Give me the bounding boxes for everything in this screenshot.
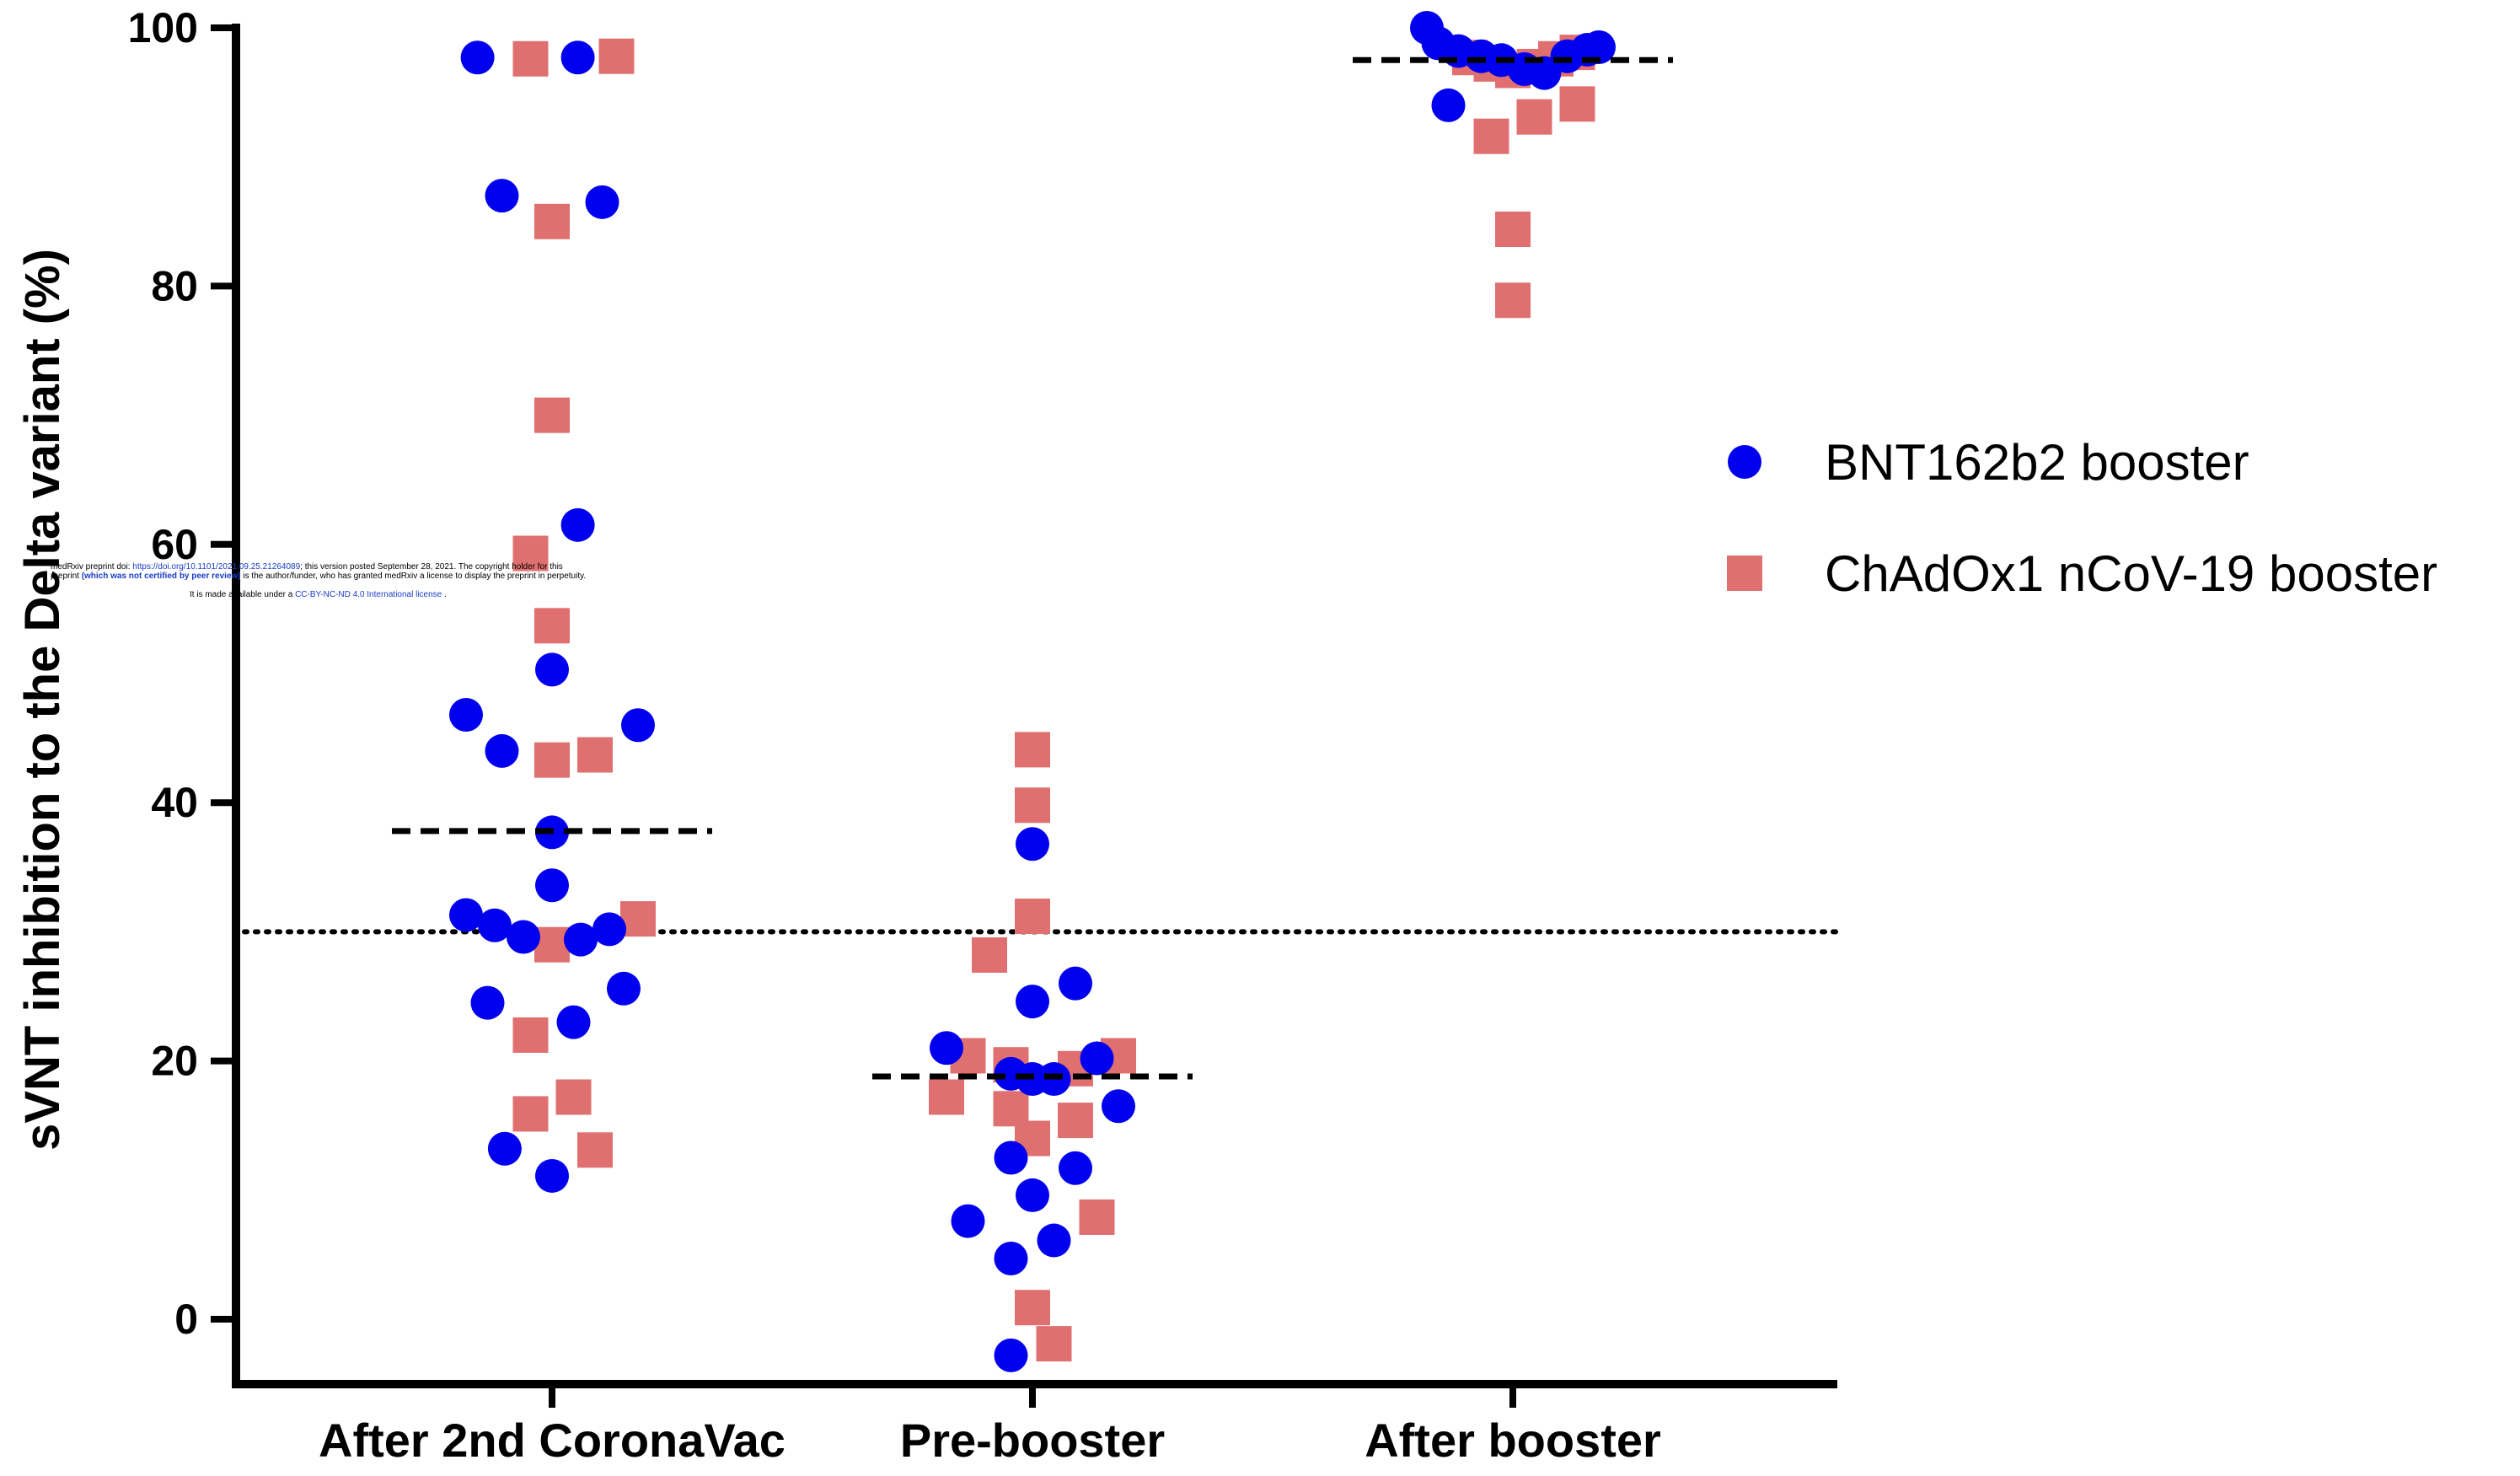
bnt162b2-point bbox=[994, 1338, 1028, 1372]
bnt162b2-point bbox=[564, 922, 598, 957]
bnt162b2-point bbox=[535, 868, 569, 903]
chadox1-point bbox=[1516, 99, 1552, 135]
y-tick-label: 0 bbox=[174, 1296, 198, 1343]
chadox1-point bbox=[1015, 1290, 1050, 1326]
bnt162b2-point bbox=[485, 733, 519, 768]
bnt162b2-point bbox=[994, 1241, 1028, 1275]
bnt162b2-point bbox=[1016, 1178, 1049, 1212]
chadox1-point bbox=[993, 1091, 1029, 1127]
bnt162b2-point bbox=[487, 1131, 522, 1166]
watermark-line-2: preprint (which was not certified by pee… bbox=[51, 572, 586, 581]
bnt162b2-point bbox=[1582, 30, 1616, 64]
bnt162b2-point bbox=[1016, 827, 1049, 861]
legend-marker-circle bbox=[1728, 445, 1761, 479]
median-lines bbox=[392, 56, 1673, 1080]
chadox1-point bbox=[1473, 118, 1509, 154]
x-tick-label: After booster bbox=[1365, 1414, 1661, 1467]
chadox1-point bbox=[512, 535, 549, 572]
y-tick-label: 60 bbox=[151, 521, 198, 568]
chadox1-point bbox=[1036, 1326, 1072, 1362]
legend-marker-square bbox=[1727, 556, 1762, 591]
y-tick-label: 100 bbox=[128, 4, 198, 51]
bnt162b2-point bbox=[478, 908, 512, 942]
bnt162b2-point bbox=[485, 179, 519, 213]
chadox1-point bbox=[512, 40, 549, 77]
bnt162b2-point bbox=[994, 1141, 1028, 1175]
bnt162b2-point bbox=[1102, 1089, 1135, 1124]
x-tick-label: Pre-booster bbox=[900, 1414, 1165, 1467]
chadox1-point bbox=[577, 1132, 613, 1168]
bnt162b2-point bbox=[507, 920, 540, 954]
y-axis-title: sVNT inhibition to the Delta variant (%) bbox=[15, 249, 70, 1151]
chadox1-point bbox=[534, 742, 570, 778]
data-points bbox=[449, 11, 1616, 1372]
chadox1-point bbox=[972, 937, 1007, 973]
chadox1-point bbox=[534, 203, 570, 239]
x-ticks: After 2nd CoronaVac Pre-booster After boos… bbox=[319, 1384, 1661, 1467]
chadox1-point bbox=[534, 608, 570, 644]
bnt162b2-point bbox=[556, 1005, 591, 1039]
chadox1-point bbox=[1015, 732, 1050, 768]
watermark-line-3: It is made available under a CC-BY-NC-ND… bbox=[190, 590, 447, 599]
legend-label: BNT162b2 booster bbox=[1825, 434, 2249, 491]
chadox1-point bbox=[512, 1017, 549, 1053]
bnt162b2-point bbox=[535, 1158, 569, 1193]
bnt162b2-point bbox=[607, 971, 641, 1006]
y-ticks: 0 20 40 60 80 100 bbox=[128, 4, 236, 1343]
chadox1-point bbox=[1015, 787, 1050, 824]
chadox1-point bbox=[1559, 86, 1595, 122]
chadox1-point bbox=[555, 1079, 592, 1115]
bnt162b2-point bbox=[460, 40, 495, 75]
preprint-watermark: medRxiv preprint doi: https://doi.org/10… bbox=[51, 562, 586, 599]
chadox1-point bbox=[577, 737, 613, 773]
chadox1-point bbox=[929, 1079, 964, 1115]
bnt162b2-point bbox=[560, 507, 595, 542]
chadox1-point bbox=[1015, 899, 1050, 935]
chadox1-point bbox=[1079, 1199, 1115, 1235]
y-tick-label: 40 bbox=[151, 779, 198, 826]
bnt162b2-point bbox=[592, 912, 626, 947]
x-tick-label: After 2nd CoronaVac bbox=[319, 1414, 785, 1467]
legend-label: ChAdOx1 nCoV-19 booster bbox=[1825, 545, 2437, 602]
watermark-line-1: medRxiv preprint doi: https://doi.org/10… bbox=[51, 562, 563, 572]
bnt162b2-point bbox=[1016, 985, 1049, 1019]
chadox1-point bbox=[1058, 1103, 1093, 1139]
bnt162b2-point bbox=[449, 898, 483, 932]
bnt162b2-point bbox=[1431, 88, 1466, 122]
chadox1-point bbox=[534, 397, 570, 433]
bnt162b2-point bbox=[621, 708, 655, 743]
bnt162b2-point bbox=[951, 1204, 985, 1238]
bnt162b2-point bbox=[1080, 1041, 1114, 1076]
y-tick-label: 20 bbox=[151, 1038, 198, 1085]
chadox1-point bbox=[598, 38, 635, 74]
chadox1-point bbox=[1495, 282, 1531, 319]
bnt162b2-point bbox=[470, 985, 505, 1020]
bnt162b2-point bbox=[585, 185, 619, 219]
bnt162b2-point bbox=[1059, 1151, 1092, 1185]
chadox1-point bbox=[620, 901, 656, 937]
bnt162b2-point bbox=[449, 698, 483, 733]
bnt162b2-point bbox=[1059, 966, 1092, 1001]
y-tick-label: 80 bbox=[151, 262, 198, 309]
bnt162b2-point bbox=[1037, 1223, 1071, 1258]
bnt162b2-point bbox=[560, 40, 595, 75]
bnt162b2-point bbox=[930, 1031, 963, 1065]
bnt162b2-point bbox=[535, 652, 569, 687]
chadox1-point bbox=[534, 926, 570, 963]
chadox1-point bbox=[1495, 211, 1531, 247]
legend: BNT162b2 booster ChAdOx1 nCoV-19 booster bbox=[1727, 434, 2437, 602]
chadox1-point bbox=[512, 1096, 549, 1132]
